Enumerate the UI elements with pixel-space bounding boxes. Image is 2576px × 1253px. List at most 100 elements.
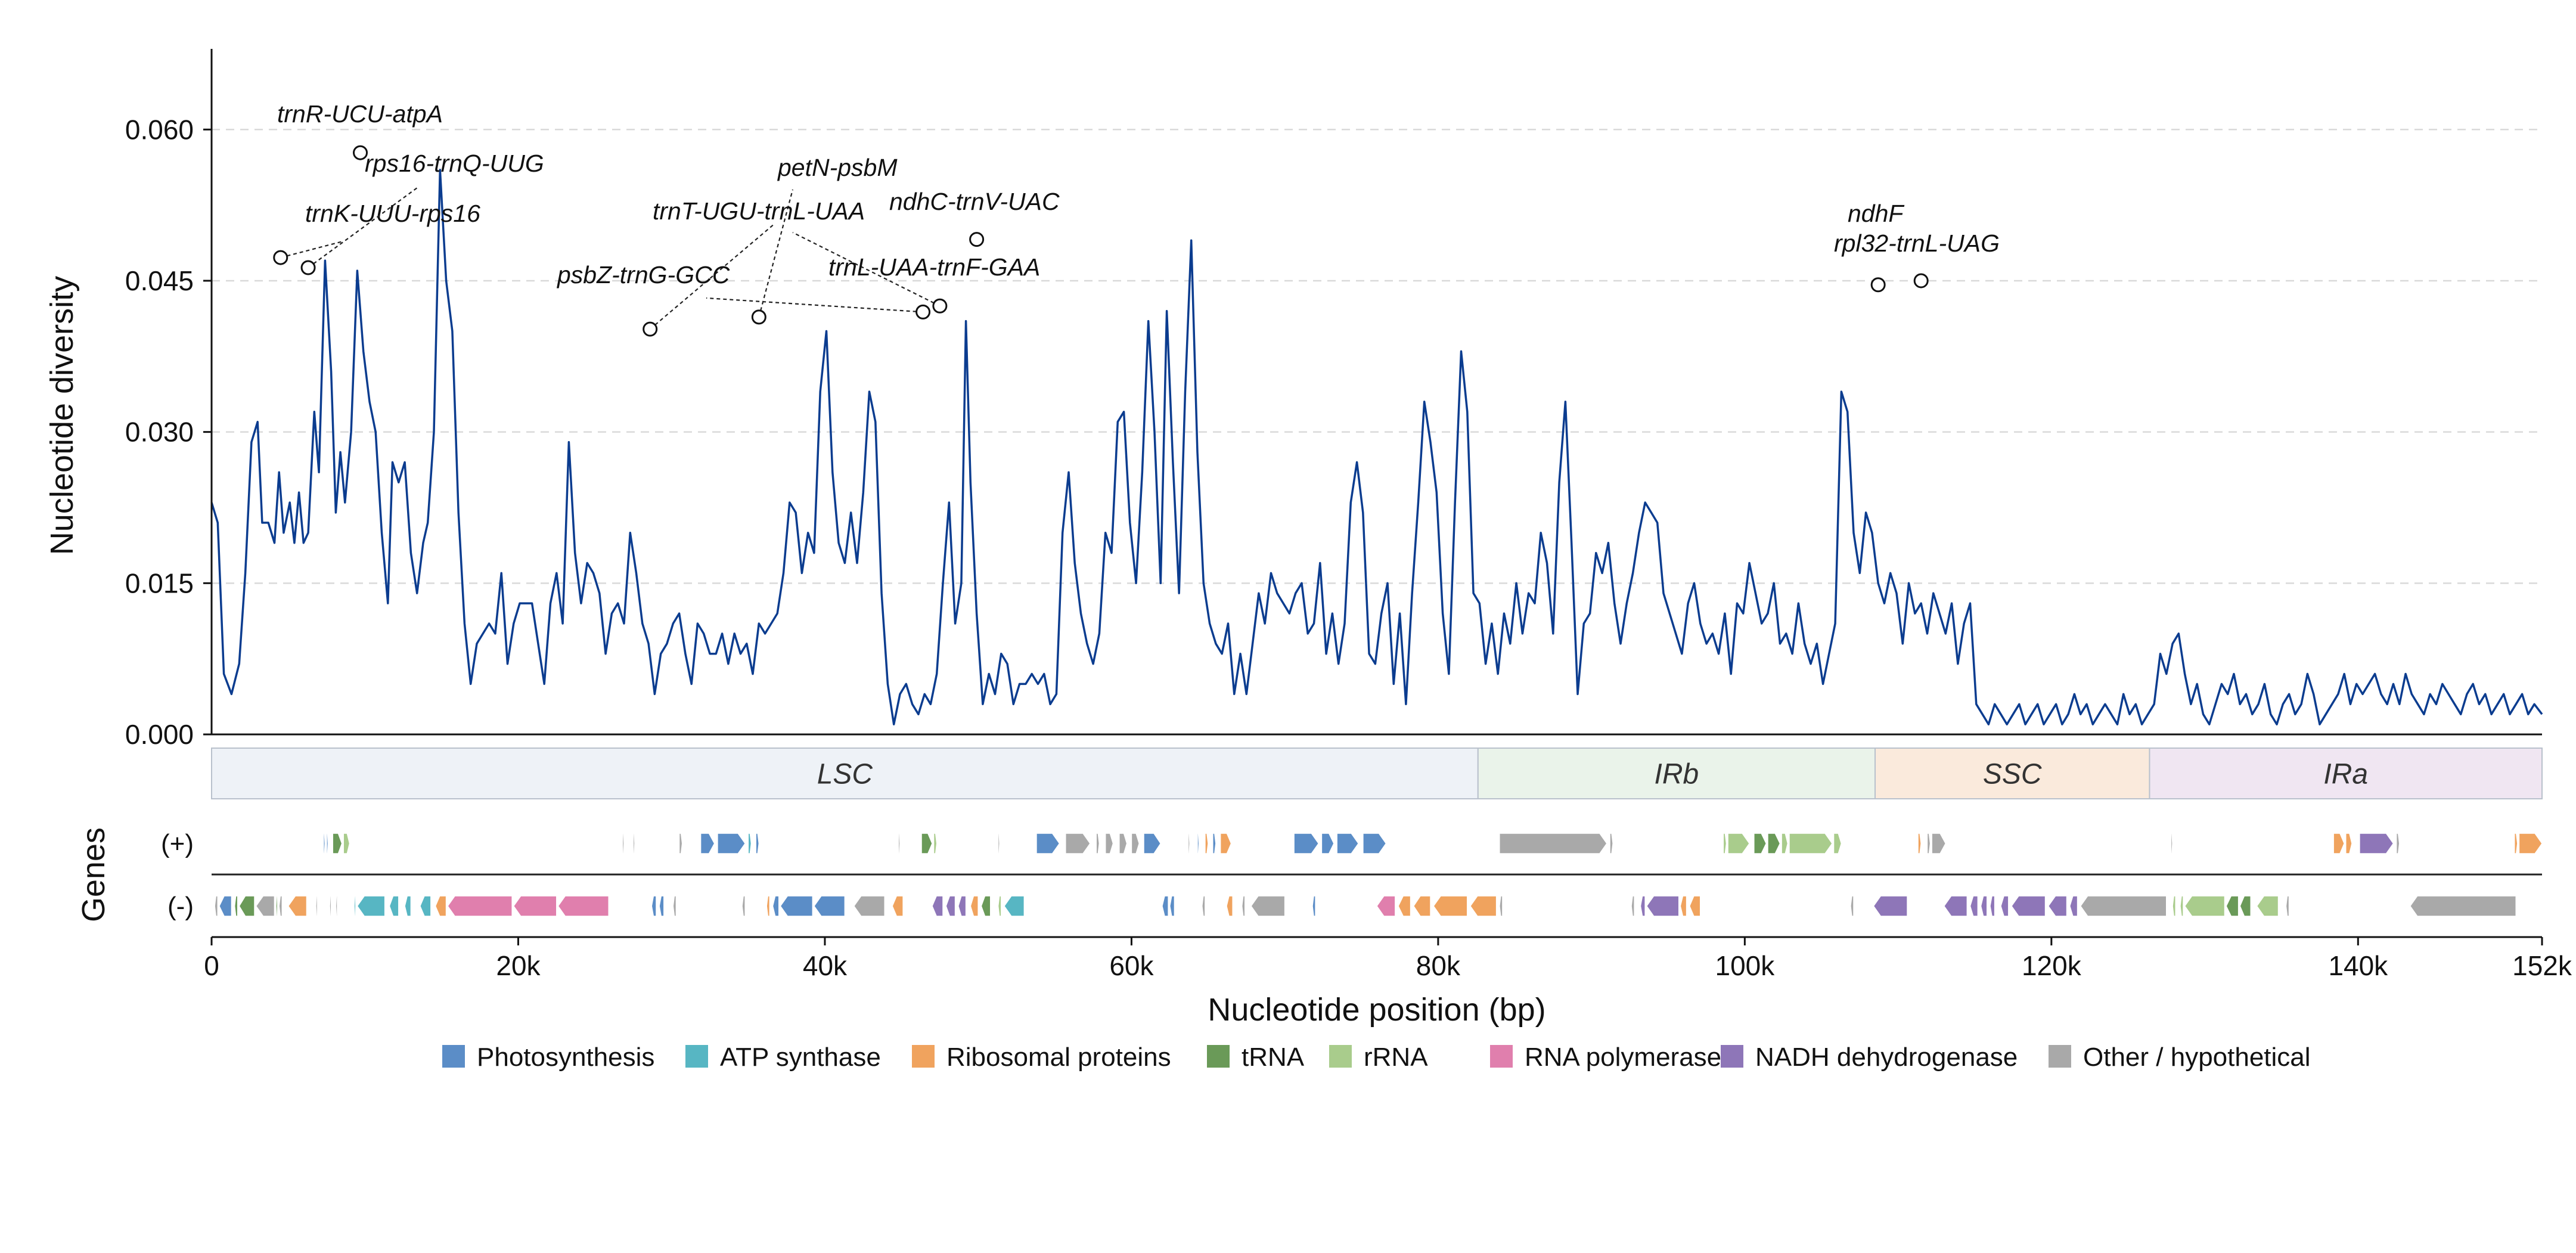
legend: Photosynthesis ATP synthase Ribosomal prot…: [442, 1043, 2311, 1072]
gene-feature: [1201, 895, 1206, 917]
diversity-line-plot: [210, 169, 2543, 725]
x-axis-title: Nucleotide position (bp): [1208, 992, 1545, 1028]
gene-feature: [2256, 895, 2279, 917]
y-tick-label: 0.000: [125, 719, 194, 750]
gene-feature: [1680, 895, 1687, 917]
gene-feature: [970, 895, 979, 917]
peak-leader-line: [706, 297, 923, 313]
legend-label: Other / hypothetical: [2083, 1043, 2311, 1072]
gene-feature: [898, 833, 901, 854]
gene-feature: [2226, 895, 2239, 917]
gene-feature: [1119, 833, 1128, 854]
gene-feature: [678, 833, 683, 854]
gene-feature: [1398, 895, 1411, 917]
region-label: LSC: [817, 759, 873, 790]
gene-feature: [2345, 833, 2352, 854]
strand-label-plus: (+): [161, 829, 194, 858]
gene-feature: [513, 895, 557, 917]
legend-swatch: [1721, 1045, 1743, 1068]
gene-feature: [1036, 833, 1060, 854]
x-tick-label: 0: [204, 950, 219, 981]
gene-feature: [1003, 895, 1025, 917]
gene-feature: [332, 833, 343, 854]
region-band-ssc: [1874, 748, 2150, 799]
legend-swatch: [685, 1045, 708, 1068]
gene-feature: [2518, 833, 2543, 854]
gene-feature: [1640, 895, 1646, 917]
peak-label: psbZ-trnG-GCC: [556, 261, 730, 289]
gene-track: (+) (-) Genes: [76, 827, 2543, 922]
region-label: IRa: [2323, 759, 2368, 790]
gene-feature: [356, 895, 386, 917]
peak-marker: [751, 309, 766, 325]
gene-feature: [2047, 895, 2068, 917]
gene-feature: [557, 895, 609, 917]
diversity-line: [210, 169, 2543, 725]
y-axis-title: Nucleotide diversity: [44, 276, 80, 555]
gene-feature: [234, 895, 238, 917]
gene-feature: [1850, 895, 1854, 917]
gene-feature: [1499, 833, 1607, 854]
x-tick-label: 60k: [1109, 950, 1154, 981]
gene-feature: [997, 895, 1002, 917]
gene-feature: [1212, 833, 1216, 854]
x-tick-label: 100k: [1715, 950, 1775, 981]
legend-swatch: [2049, 1045, 2071, 1068]
gene-feature: [921, 833, 933, 854]
gene-feature: [214, 895, 219, 917]
region-band-lsc: [211, 748, 1479, 799]
gene-feature: [747, 833, 752, 854]
peak-label: trnR-UCU-atpA: [277, 100, 443, 128]
legend-swatch: [1207, 1045, 1230, 1068]
gene-feature: [632, 833, 635, 854]
peak-marker: [353, 145, 368, 160]
peak-label: trnK-UUU-rps16: [305, 200, 480, 227]
gene-feature: [1143, 833, 1162, 854]
region-label: SSC: [1983, 759, 2042, 790]
gene-feature: [238, 895, 255, 917]
gene-feature: [329, 895, 332, 917]
gene-feature: [1990, 895, 1995, 917]
gene-feature: [1631, 895, 1635, 917]
gene-feature: [1722, 833, 1727, 854]
gene-feature: [1917, 833, 1922, 854]
gene-feature: [1219, 833, 1232, 854]
gene-feature: [980, 895, 991, 917]
peak-marker: [969, 232, 985, 247]
peak-marker: [300, 260, 316, 275]
gene-feature: [997, 833, 1000, 854]
gene-feature: [659, 895, 665, 917]
gene-feature: [2333, 833, 2345, 854]
gene-feature: [1926, 833, 1931, 854]
gene-feature: [255, 895, 275, 917]
peak-marker: [273, 250, 288, 265]
gene-feature: [323, 833, 326, 854]
gene-feature: [1873, 895, 1908, 917]
gene-feature: [1363, 833, 1387, 854]
peak-label: petN-psbM: [777, 154, 898, 181]
gene-feature: [933, 833, 938, 854]
gene-feature: [1250, 895, 1286, 917]
legend-label: rRNA: [1364, 1043, 1428, 1072]
gene-feature: [1753, 833, 1767, 854]
legend-label: ATP synthase: [720, 1043, 881, 1072]
region-band-irb: [1477, 748, 1876, 799]
region-band-ira: [2149, 748, 2543, 799]
legend-swatch: [1490, 1045, 1513, 1068]
gene-feature: [1293, 833, 1320, 854]
gene-feature: [343, 833, 350, 854]
x-tick-label: 152k: [2512, 950, 2572, 981]
gene-track-title: Genes: [76, 827, 111, 922]
gene-feature: [1413, 895, 1431, 917]
gene-feature: [1065, 833, 1091, 854]
gene-feature: [932, 895, 944, 917]
gene-feature: [1789, 833, 1833, 854]
gene-feature: [1095, 833, 1100, 854]
gene-feature: [2172, 895, 2176, 917]
gene-feature: [389, 895, 399, 917]
gene-feature: [2359, 833, 2394, 854]
gene-feature: [672, 895, 677, 917]
strand-label-minus: (-): [167, 892, 194, 921]
legend-label: Photosynthesis: [477, 1043, 654, 1072]
legend-label: Ribosomal proteins: [946, 1043, 1171, 1072]
